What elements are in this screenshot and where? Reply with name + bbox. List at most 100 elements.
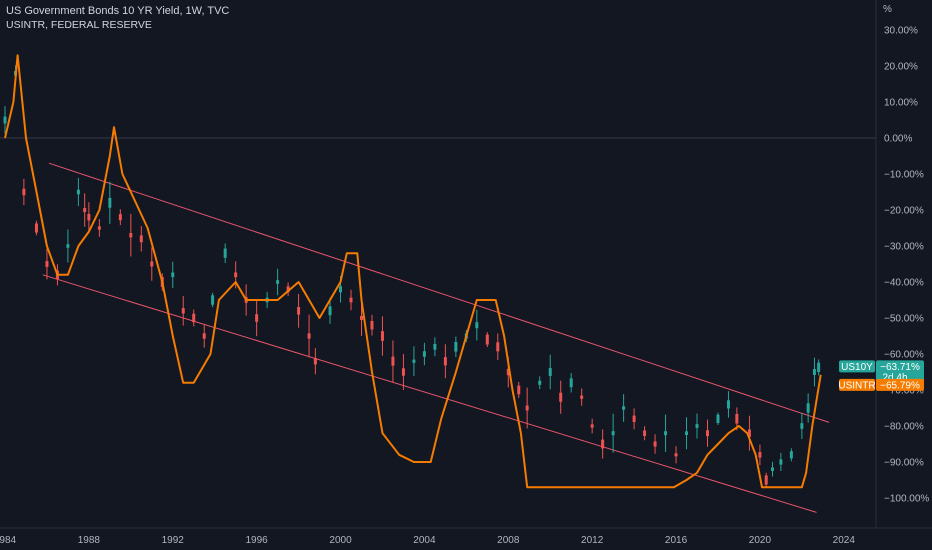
us10y-candle: [211, 295, 215, 305]
x-tick-label: 1984: [0, 535, 17, 546]
us10y-candle: [764, 475, 768, 485]
us10y-candle: [812, 369, 816, 375]
plot-layer: [0, 54, 876, 513]
us10y-candle: [97, 226, 101, 230]
y-tick-label: −50.00%: [884, 314, 924, 325]
y-tick-label: −10.00%: [884, 170, 924, 181]
us10y-candle: [412, 359, 416, 363]
us10y-candle: [517, 385, 521, 395]
price-scale-unit: %: [883, 4, 892, 15]
us10y-candle: [87, 213, 91, 221]
chart-title: US Government Bonds 10 YR Yield, 1W, TVC: [6, 5, 229, 17]
y-tick-label: −70.00%: [884, 386, 924, 397]
y-tick-label: 30.00%: [884, 26, 918, 37]
us10y-candle: [401, 368, 405, 376]
time-scale[interactable]: 1984 1988 1992 1996 2000 2004 2008 2012 2016 2020…: [0, 535, 855, 546]
us10y-candle: [664, 431, 668, 436]
y-tick-label: 0.00%: [884, 134, 912, 145]
us10y-candle: [559, 392, 563, 402]
usintr-symbol-label: USINTR: [838, 380, 875, 391]
us10y-candle: [223, 248, 227, 258]
us10y-candle: [485, 334, 489, 345]
us10y-candle: [129, 233, 133, 238]
x-tick-label: 1988: [78, 535, 101, 546]
x-tick-label: 2000: [329, 535, 352, 546]
us10y-candle: [380, 331, 384, 341]
trend-channel-line[interactable]: [48, 162, 830, 423]
chart-subtitle: USINTR, FEDERAL RESERVE: [6, 19, 152, 31]
us10y-candle: [590, 424, 594, 428]
us10y-candle: [632, 415, 636, 423]
us10y-candle: [328, 306, 332, 316]
us10y-candle: [276, 280, 280, 284]
y-tick-label: −30.00%: [884, 242, 924, 253]
us10y-candle: [370, 321, 374, 330]
us10y-candle: [705, 430, 709, 437]
us10y-candle: [695, 424, 699, 428]
us10y-candle: [716, 414, 720, 423]
x-tick-label: 2016: [665, 535, 688, 546]
us10y-candle: [789, 451, 793, 459]
us10y-candle: [34, 223, 38, 233]
us10y-candle: [192, 313, 196, 323]
us10y-candle: [548, 368, 552, 376]
us10y-candle: [286, 286, 290, 293]
last-value-tags: US10Y −63.71%2d 4h USINTR −65.79%: [838, 360, 924, 391]
usintr-line[interactable]: [4, 54, 822, 489]
us10y-candle: [83, 207, 87, 213]
us10y-candle: [307, 333, 311, 339]
us10y-candle: [443, 357, 447, 366]
us10y-candle: [297, 307, 301, 315]
y-tick-label: −20.00%: [884, 206, 924, 217]
us10y-candle: [3, 116, 7, 124]
us10y-candle: [758, 452, 762, 458]
us10y-candle: [349, 297, 353, 303]
us10y-candle: [66, 244, 70, 248]
us10y-candle: [622, 406, 626, 410]
x-tick-label: 1996: [246, 535, 269, 546]
x-tick-label: 1992: [162, 535, 185, 546]
us10y-candle: [150, 261, 154, 267]
us10y-candle: [391, 356, 395, 366]
us10y-candle: [735, 414, 739, 424]
us10y-candle: [22, 188, 26, 196]
us10y-candle: [255, 314, 259, 322]
usintr-symbol-tag: [839, 378, 875, 391]
us10y-candle: [76, 189, 80, 195]
us10y-candle: [653, 441, 657, 447]
us10y-candle: [202, 333, 206, 339]
usintr-value-tag: [876, 378, 924, 391]
us10y-candle: [726, 400, 730, 409]
us10y-candle: [475, 322, 479, 329]
price-scale[interactable]: 30.00% 20.00% 10.00% 0.00% −10.00% −20.00% −30…: [884, 26, 929, 505]
us10y-candle: [538, 380, 542, 385]
us10y-candle: [806, 403, 810, 413]
us10y-value-label: −63.71%: [880, 362, 920, 373]
us10y-candle: [779, 459, 783, 465]
us10y-candle: [234, 272, 238, 278]
y-tick-label: −100.00%: [884, 494, 929, 505]
us10y-candle: [45, 261, 49, 267]
us10y-candle: [171, 272, 175, 278]
us10y-candle: [422, 351, 426, 357]
us10y-candle: [181, 308, 185, 314]
us10y-candle: [139, 235, 143, 243]
us10y-symbol-label: US10Y: [841, 362, 873, 373]
us10y-candle: [685, 431, 689, 436]
us10y-candle: [601, 439, 605, 449]
y-tick-label: −40.00%: [884, 278, 924, 289]
us10y-candle: [339, 286, 343, 293]
us10y-candle: [580, 395, 584, 399]
y-tick-label: −90.00%: [884, 458, 924, 469]
x-tick-label: 2004: [413, 535, 436, 546]
us10y-countdown: 2d 4h: [882, 372, 907, 383]
y-tick-label: 10.00%: [884, 98, 918, 109]
trend-channel-line[interactable]: [42, 274, 817, 513]
us10y-candle: [454, 341, 458, 352]
us10y-candle: [611, 431, 615, 436]
us10y-candle: [506, 368, 510, 376]
us10y-value-tag: [876, 360, 924, 385]
us10y-candle: [525, 405, 529, 411]
x-tick-label: 2024: [833, 535, 856, 546]
